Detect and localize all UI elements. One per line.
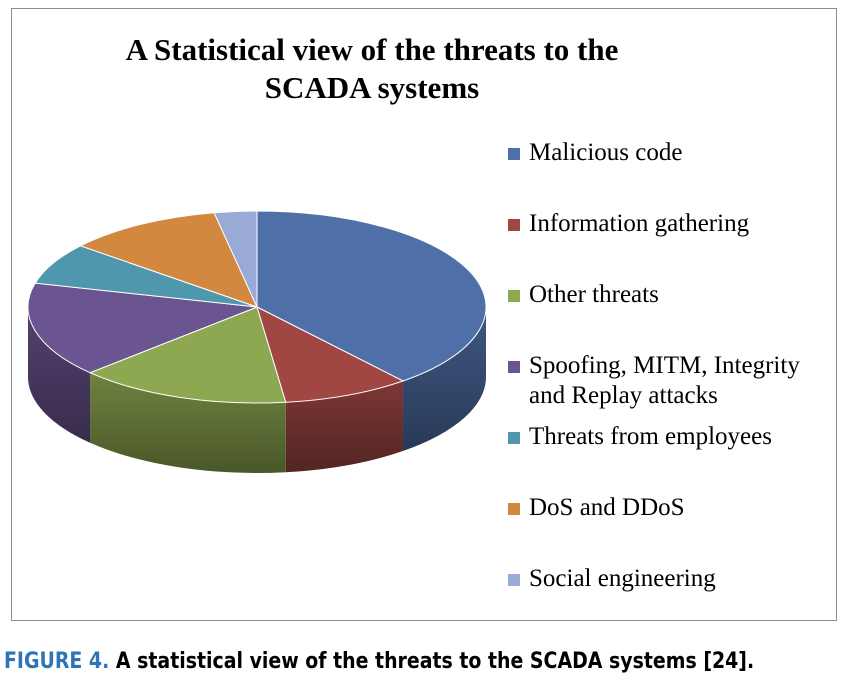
pie-side-information-gathering [285, 380, 403, 473]
pie-slice-social-engineering [213, 210, 258, 308]
chart-title: A Statistical view of the threats to the… [72, 31, 672, 107]
legend-item-other-threats: Other threats [508, 280, 659, 310]
pie-side-malicious-code [402, 307, 486, 451]
chart-legend: Malicious code Information gathering Oth… [508, 9, 838, 622]
figure-caption: FIGURE 4. A statistical view of the thre… [4, 648, 754, 676]
legend-swatch-dos-and-ddos [508, 503, 520, 515]
legend-label-spoofing-line-2: and Replay attacks [529, 382, 718, 409]
legend-item-malicious-code: Malicious code [508, 138, 682, 168]
legend-swatch-information-gathering [508, 219, 520, 231]
legend-label-social-engineering: Social engineering [529, 565, 716, 592]
legend-item-threats-from-employees: Threats from employees [508, 422, 772, 452]
legend-label-malicious-code: Malicious code [529, 139, 683, 166]
chart-title-line-2: SCADA systems [264, 70, 480, 105]
figure-caption-text: A statistical view of the threats to the… [115, 649, 755, 674]
pie-slice-malicious-code [256, 210, 487, 382]
pie-side-other-threats [90, 372, 286, 473]
legend-item-dos-and-ddos: DoS and DDoS [508, 493, 685, 523]
pie-side-walls [28, 307, 486, 473]
legend-swatch-other-threats [508, 290, 520, 302]
legend-label-threats-from-employees: Threats from employees [529, 423, 772, 450]
pie-slice-spoofing-mitm-integrity-and-replay-attacks [27, 282, 258, 374]
legend-label-dos-and-ddos: DoS and DDoS [529, 494, 685, 521]
legend-item-social-engineering: Social engineering [508, 564, 716, 594]
legend-label-information-gathering: Information gathering [529, 210, 750, 237]
legend-item-information-gathering: Information gathering [508, 209, 749, 239]
pie-side-spoofing-mitm-integrity-and-replay-attacks [28, 307, 91, 443]
legend-swatch-spoofing [508, 361, 520, 373]
legend-item-spoofing: Spoofing, MITM, Integrity and Replay att… [508, 351, 800, 411]
chart-frame: A Statistical view of the threats to the… [11, 8, 837, 621]
legend-swatch-malicious-code [508, 148, 520, 160]
legend-label-spoofing-line-1: Spoofing, MITM, Integrity [529, 352, 800, 379]
legend-label-spoofing: Spoofing, MITM, Integrity and Replay att… [529, 351, 800, 411]
pie-slice-other-threats [88, 306, 287, 404]
chart-title-line-1: A Statistical view of the threats to the [125, 32, 619, 67]
pie-slice-information-gathering [256, 306, 405, 403]
legend-swatch-threats-from-employees [508, 432, 520, 444]
pie-chart [27, 210, 487, 473]
figure-caption-label: FIGURE 4. [4, 649, 110, 674]
pie-slice-dos-and-ddos [79, 212, 258, 308]
legend-label-other-threats: Other threats [529, 281, 659, 308]
legend-swatch-social-engineering [508, 574, 520, 586]
pie-top-faces [27, 210, 487, 404]
